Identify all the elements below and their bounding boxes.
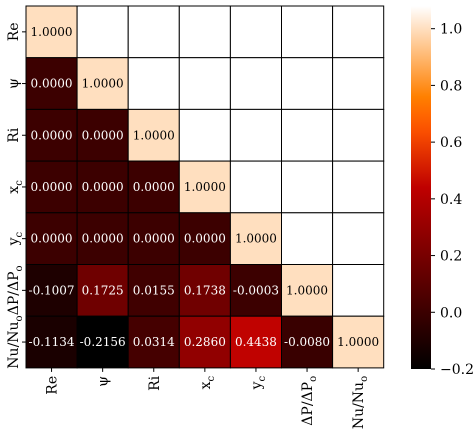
heatmap-cell-empty <box>281 5 334 59</box>
heatmap-cell-value: 1.0000 <box>31 25 73 39</box>
heatmap-cell-value: 0.0155 <box>133 283 175 297</box>
heatmap-cell-empty <box>332 160 385 214</box>
heatmap-cell-value: 0.0000 <box>82 232 124 246</box>
heatmap-cell-value: 1.0000 <box>133 128 175 142</box>
heatmap-cell-empty <box>332 212 385 266</box>
heatmap-cell-empty <box>229 57 282 110</box>
heatmap-cell-value: 0.0000 <box>82 180 124 194</box>
column-tick-labels: Re ψ Ri xc yc ΔP/ΔPo Nu/Nuo <box>45 367 370 429</box>
colorbar-tick-label: 0.8 <box>440 78 462 94</box>
heatmap-cell <box>76 315 129 369</box>
heatmap-cell-value: -0.0080 <box>284 335 330 349</box>
colorbar-tick-label: 0.4 <box>440 192 462 208</box>
heatmap-cell-value: -0.0003 <box>233 283 279 297</box>
heatmap-cell <box>178 315 231 369</box>
column-tick-label: Re <box>45 376 61 395</box>
heatmap-cell-value: 0.1738 <box>184 283 226 297</box>
heatmap-cell <box>76 264 129 317</box>
heatmap-cell-value: 0.0000 <box>184 232 226 246</box>
column-tick-label: yc <box>249 376 268 391</box>
heatmap-cell <box>25 315 78 369</box>
heatmap-cell-value: 1.0000 <box>235 232 277 246</box>
heatmap-cell-value: 0.0000 <box>133 180 175 194</box>
heatmap-cell <box>76 212 129 266</box>
heatmap-cell <box>332 315 385 369</box>
row-tick-label: Re <box>6 22 22 41</box>
heatmap-cell-value: 0.1725 <box>82 283 124 297</box>
heatmap-cell-value: 1.0000 <box>82 77 124 91</box>
heatmap-cell <box>178 212 231 266</box>
heatmap-cell <box>229 264 282 317</box>
heatmap-cell-empty <box>332 57 385 110</box>
heatmap-cell-empty <box>127 57 180 110</box>
heatmap-cell-empty <box>281 108 334 162</box>
colorbar-gradient <box>411 6 431 369</box>
column-tick-label: ψ <box>96 376 112 387</box>
heatmap-cell-value: 0.0000 <box>133 232 175 246</box>
colorbar: 1.0 0.8 0.6 0.4 0.2 0.0 −0.2 <box>411 6 474 378</box>
heatmap-cell <box>25 5 78 59</box>
heatmap-cell <box>127 264 180 317</box>
colorbar-tick-label: 1.0 <box>440 22 462 38</box>
heatmap-cell-empty <box>76 5 129 59</box>
colorbar-tick-label: 0.6 <box>440 135 462 151</box>
heatmap-cell-value: 1.0000 <box>184 180 226 194</box>
heatmap-cell-value: 0.0000 <box>31 77 73 91</box>
heatmap-cell <box>76 57 129 110</box>
heatmap-cell-value: 1.0000 <box>337 335 379 349</box>
row-tick-label: ΔP/ΔPo <box>6 265 25 315</box>
row-tick-label: ψ <box>6 78 22 89</box>
heatmap-cell-value: 0.0000 <box>31 180 73 194</box>
heatmap-cell-empty <box>332 108 385 162</box>
heatmap-cell <box>178 160 231 214</box>
row-tick-label: Ri <box>6 127 22 143</box>
row-tick-label: xc <box>6 180 25 194</box>
heatmap-cell <box>127 108 180 162</box>
heatmap-cell-empty <box>229 160 282 214</box>
heatmap-cell-value: -0.1007 <box>29 283 75 297</box>
heatmap-cells: 1.0000 0.0000 1.0000 0.0000 0.0000 1.0000 0.00… <box>25 5 385 369</box>
heatmap-cell-value: 0.0000 <box>82 128 124 142</box>
heatmap-cell-empty <box>229 108 282 162</box>
heatmap-cell <box>281 264 334 317</box>
heatmap-cell-empty <box>281 160 334 214</box>
colorbar-tick-label: 0.0 <box>440 305 462 321</box>
heatmap-cell-empty <box>281 57 334 110</box>
colorbar-tick-label: −0.2 <box>440 362 474 378</box>
heatmap-cell-empty <box>178 108 231 162</box>
heatmap-cell-value: 0.0000 <box>31 232 73 246</box>
column-tick-label: xc <box>198 376 217 390</box>
column-tick-label: Ri <box>147 375 163 391</box>
row-tick-label: yc <box>6 231 25 246</box>
row-tick-label: Nu/Nuo <box>6 315 25 368</box>
column-tick-label: Nu/Nuo <box>351 376 370 429</box>
column-tick-label: ΔP/ΔPo <box>300 376 319 426</box>
heatmap-cell-value: 0.0000 <box>31 128 73 142</box>
heatmap-cell <box>25 57 78 110</box>
heatmap-cell <box>178 264 231 317</box>
heatmap-cell-value: 0.4438 <box>235 335 277 349</box>
heatmap-cell-empty <box>281 212 334 266</box>
heatmap-cell-value: 0.2860 <box>184 335 226 349</box>
heatmap-cell-value: 0.0314 <box>133 335 175 349</box>
heatmap-cell-empty <box>127 5 180 59</box>
heatmap-cell-value: -0.1134 <box>29 335 75 349</box>
heatmap-cell-empty <box>178 57 231 110</box>
heatmap-cell <box>281 315 334 369</box>
heatmap-cell-empty <box>178 5 231 59</box>
heatmap-cell-empty <box>332 264 385 317</box>
heatmap-cell-value: -0.2156 <box>80 335 126 349</box>
heatmap-cell-value: 1.0000 <box>286 283 328 297</box>
heatmap-cell-empty <box>332 5 385 59</box>
heatmap-cell-empty <box>229 5 282 59</box>
colorbar-tick-label: 0.2 <box>440 249 462 265</box>
heatmap-cell <box>76 160 129 214</box>
